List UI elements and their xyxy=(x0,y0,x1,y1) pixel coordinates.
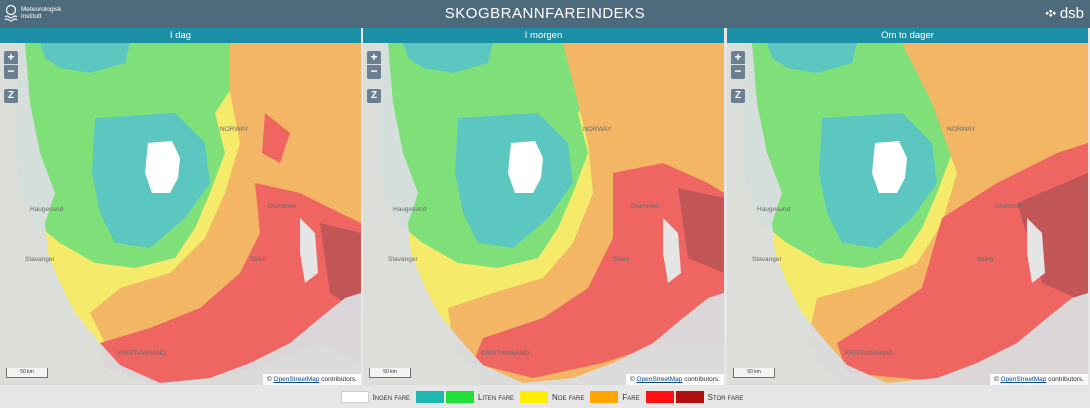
hazard-zone-none xyxy=(145,141,180,193)
place-label-haugesund: Haugesund xyxy=(757,206,791,213)
legend-label-stor-fare: Stor fare xyxy=(707,392,744,402)
met-logo-icon xyxy=(4,4,18,22)
attribution-suffix: contributors. xyxy=(684,376,720,383)
scale-bar: 50 km xyxy=(369,368,411,378)
zoom-in-button[interactable]: + xyxy=(731,51,745,65)
hazard-zone-red xyxy=(473,163,724,378)
zoom-control: + − xyxy=(4,51,18,79)
place-label-kristiansand: KRISTIANSAND xyxy=(845,350,893,357)
map-viewport-om-to-dager[interactable]: NORWAY Haugesund Stavanger Skien Drammen KRIS… xyxy=(727,43,1088,385)
place-label-stavanger: Stavanger xyxy=(388,256,418,263)
map-attribution: © OpenStreetMap contributors. xyxy=(989,374,1088,385)
hazard-zone-red xyxy=(262,113,290,163)
legend-swatch-noe xyxy=(520,391,549,403)
place-label-drammen: Drammen xyxy=(631,203,660,210)
oslofjord xyxy=(1027,218,1045,283)
zoom-in-button[interactable]: + xyxy=(4,51,18,65)
place-label-haugesund: Haugesund xyxy=(30,206,64,213)
hazard-zone-teal xyxy=(40,43,130,73)
met-logo-line1: Meteorologisk xyxy=(21,6,62,13)
dsb-logo-icon xyxy=(1045,9,1056,17)
hazard-zone-none xyxy=(872,141,907,193)
app-header: Meteorologisk institutt SKOGBRANNFAREIND… xyxy=(0,0,1090,28)
hazard-map-om-to-dager: NORWAY Haugesund Stavanger Skien Drammen KRIS… xyxy=(727,43,1088,385)
map-viewport-i-morgen[interactable]: NORWAY Haugesund Stavanger Skien Drammen KRIS… xyxy=(363,43,724,385)
hazard-zone-red xyxy=(100,183,361,385)
met-logo[interactable]: Meteorologisk institutt xyxy=(4,4,61,22)
place-label-stavanger: Stavanger xyxy=(25,256,55,263)
sea-overlay xyxy=(363,43,724,385)
hazard-zone-darkred xyxy=(678,188,724,273)
map-panel-om-to-dager: Om to dager NORWAY Haugesund Stavanger Skien… xyxy=(727,28,1088,385)
openstreetmap-link[interactable]: OpenStreetMap xyxy=(273,376,320,383)
legend-label-ingen-fare: Ingen fare xyxy=(372,392,411,402)
zoom-reset-button[interactable]: Z xyxy=(367,89,381,103)
hazard-zone-teal xyxy=(403,43,493,73)
place-label-skien: Skien xyxy=(613,256,630,263)
page-title: SKOGBRANNFAREINDEKS xyxy=(444,5,646,22)
place-label-skien: Skien xyxy=(977,256,994,263)
panel-title-om-to-dager: Om to dager xyxy=(727,28,1088,43)
met-logo-line2: institutt xyxy=(21,13,42,20)
legend-swatch-ingen xyxy=(340,391,369,403)
zoom-out-button[interactable]: − xyxy=(370,64,378,78)
map-panel-i-morgen: I morgen NORWAY Haugesund Stavanger Skien Dra… xyxy=(363,28,724,385)
zoom-out-button[interactable]: − xyxy=(7,64,15,78)
hazard-map-i-dag: NORWAY Haugesund Stavanger Skien Drammen KRIS… xyxy=(0,43,361,385)
scale-bar: 50 km xyxy=(6,368,48,378)
place-label-stavanger: Stavanger xyxy=(752,256,782,263)
zoom-control: + − xyxy=(367,51,381,79)
place-label-kristiansand: KRISTIANSAND xyxy=(118,350,166,357)
place-label-drammen: Drammen xyxy=(995,203,1024,210)
map-attribution: © OpenStreetMap contributors. xyxy=(625,374,724,385)
place-label-haugesund: Haugesund xyxy=(393,206,427,213)
hazard-zone-teal xyxy=(767,43,857,73)
legend-label-liten-fare: Liten fare xyxy=(478,392,515,402)
hazard-zone-darkred xyxy=(320,223,361,313)
zoom-control: + − xyxy=(731,51,745,79)
legend-swatch-stor-red xyxy=(645,391,674,403)
map-panel-i-dag: I dag NORWAY Haugesund Stavanger Skien Dramme… xyxy=(0,28,361,385)
openstreetmap-link[interactable]: OpenStreetMap xyxy=(1000,376,1047,383)
place-label-skien: Skien xyxy=(250,256,267,263)
place-label-norway: NORWAY xyxy=(220,126,249,133)
attribution-prefix: © xyxy=(993,376,999,383)
zoom-reset-button[interactable]: Z xyxy=(731,89,745,103)
legend-label-noe-fare: Noe fare xyxy=(552,392,585,402)
panel-title-i-dag: I dag xyxy=(0,28,361,43)
attribution-prefix: © xyxy=(266,376,272,383)
map-attribution: © OpenStreetMap contributors. xyxy=(262,374,361,385)
place-label-drammen: Drammen xyxy=(268,203,297,210)
zoom-reset-button[interactable]: Z xyxy=(4,89,18,103)
attribution-suffix: contributors. xyxy=(1048,376,1084,383)
attribution-suffix: contributors. xyxy=(321,376,357,383)
hazard-map-i-morgen: NORWAY Haugesund Stavanger Skien Drammen KRIS… xyxy=(363,43,724,385)
dsb-logo[interactable]: dsb xyxy=(1045,5,1084,22)
legend-swatch-stor-darkred xyxy=(675,391,704,403)
legend-swatch-fare xyxy=(590,391,619,403)
legend-label-fare: Fare xyxy=(622,392,640,402)
zoom-out-button[interactable]: − xyxy=(734,64,742,78)
hazard-zone-darkred xyxy=(1017,173,1088,303)
place-label-norway: NORWAY xyxy=(583,126,612,133)
attribution-prefix: © xyxy=(629,376,635,383)
fire-danger-legend: Ingen fare Liten fare Noe fare Fare Stor… xyxy=(0,386,1090,408)
place-label-norway: NORWAY xyxy=(947,126,976,133)
hazard-zone-none xyxy=(508,141,543,193)
zoom-in-button[interactable]: + xyxy=(367,51,381,65)
scale-bar: 50 km xyxy=(733,368,775,378)
sea-overlay xyxy=(0,43,361,385)
panel-title-i-morgen: I morgen xyxy=(363,28,724,43)
map-viewport-i-dag[interactable]: NORWAY Haugesund Stavanger Skien Drammen KRIS… xyxy=(0,43,361,385)
oslofjord xyxy=(300,218,318,283)
openstreetmap-link[interactable]: OpenStreetMap xyxy=(636,376,683,383)
place-label-kristiansand: KRISTIANSAND xyxy=(481,350,529,357)
legend-swatch-liten-teal xyxy=(416,391,445,403)
oslofjord xyxy=(663,218,681,283)
legend-swatch-liten-green xyxy=(446,391,475,403)
sea-overlay xyxy=(727,43,1088,385)
dsb-logo-text: dsb xyxy=(1059,5,1084,22)
